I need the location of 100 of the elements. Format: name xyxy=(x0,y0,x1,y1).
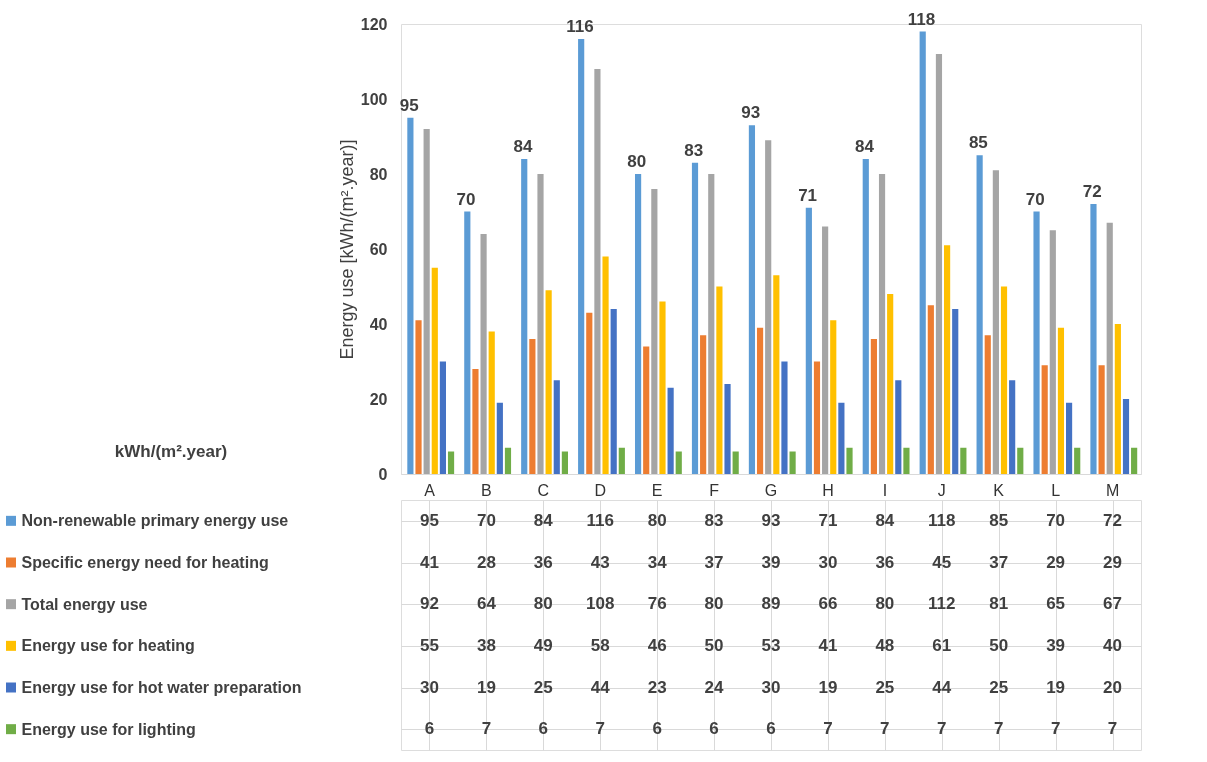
bar xyxy=(529,339,536,474)
data-label: 67 xyxy=(1103,594,1122,614)
data-label: 30 xyxy=(420,677,439,697)
bar xyxy=(716,286,723,474)
data-label: 7 xyxy=(481,719,492,739)
data-label: 70 xyxy=(1046,510,1066,530)
bar xyxy=(830,320,837,474)
y-tick-label: 0 xyxy=(378,465,388,483)
data-label: 7 xyxy=(937,719,947,739)
data-label: 30 xyxy=(761,677,781,697)
data-label: 37 xyxy=(704,552,724,572)
data-label: 48 xyxy=(875,635,895,655)
bar xyxy=(553,380,560,474)
data-label: 19 xyxy=(476,677,496,697)
x-tick-label: K xyxy=(993,481,1005,499)
legend-label: Specific energy need for heating xyxy=(21,554,269,571)
bar xyxy=(651,189,658,474)
data-label: 6 xyxy=(766,719,776,739)
y-tick-label: 120 xyxy=(360,15,388,33)
bar xyxy=(618,447,625,474)
legend-label: Non-renewable primary energy use xyxy=(21,512,289,530)
data-label: 92 xyxy=(420,594,439,614)
bar xyxy=(1041,365,1048,474)
data-label: 19 xyxy=(818,677,838,697)
data-label: 89 xyxy=(761,594,781,614)
bar xyxy=(610,309,617,474)
y-axis-title: Energy use [kWh/(m².year)] xyxy=(336,139,357,360)
y-tick-label: 60 xyxy=(369,240,388,258)
data-label: 50 xyxy=(704,635,724,655)
data-label: 41 xyxy=(420,552,439,572)
bar xyxy=(846,447,853,474)
data-label: 50 xyxy=(989,635,1009,655)
data-label: 72 xyxy=(1103,510,1122,530)
annotation: 70 xyxy=(1025,189,1045,209)
annotation: 70 xyxy=(456,189,476,209)
bar xyxy=(447,451,455,474)
data-label: 93 xyxy=(761,510,781,530)
legend-label: Total energy use xyxy=(21,595,148,613)
bar xyxy=(984,335,991,474)
data-label: 19 xyxy=(1046,677,1066,697)
bar xyxy=(667,387,674,474)
bar xyxy=(895,380,902,474)
bar xyxy=(594,69,601,474)
annotation: 118 xyxy=(907,9,936,29)
x-tick-label: C xyxy=(537,481,550,499)
data-label: 61 xyxy=(932,635,952,655)
y-tick-label: 100 xyxy=(360,90,388,108)
bar xyxy=(1074,447,1081,474)
bar xyxy=(439,361,447,474)
data-label: 36 xyxy=(875,552,895,572)
bar xyxy=(561,451,568,474)
data-label: 44 xyxy=(590,677,611,697)
text: kWh/(m².year) xyxy=(114,442,228,461)
bar xyxy=(1000,286,1008,474)
bar xyxy=(431,267,438,474)
bar xyxy=(659,301,666,474)
annotation: 95 xyxy=(399,95,419,115)
data-label: 7 xyxy=(1050,719,1061,739)
data-label: 6 xyxy=(424,719,435,739)
data-label: 38 xyxy=(476,635,496,655)
data-label: 112 xyxy=(928,594,956,614)
x-tick-label: B xyxy=(481,481,492,499)
data-label: 20 xyxy=(1103,677,1122,697)
data-label: 40 xyxy=(1103,635,1122,655)
data-label: 70 xyxy=(476,510,496,530)
data-label: 80 xyxy=(875,594,895,614)
data-label: 29 xyxy=(1046,552,1066,572)
bar xyxy=(992,170,999,474)
bar xyxy=(537,174,544,474)
annotation: 84 xyxy=(513,137,533,156)
data-label: 30 xyxy=(818,552,838,572)
data-label: 84 xyxy=(533,510,554,530)
x-tick-label: I xyxy=(882,481,888,499)
bar xyxy=(1049,230,1056,474)
bar xyxy=(935,54,943,474)
data-label: 65 xyxy=(1046,594,1066,614)
bar xyxy=(1057,327,1065,474)
data-label: 7 xyxy=(880,719,890,739)
bar xyxy=(1065,402,1073,474)
bar xyxy=(407,117,414,474)
x-tick-label: E xyxy=(651,481,663,499)
bar xyxy=(423,129,430,474)
bar xyxy=(488,331,495,474)
bar xyxy=(700,335,707,474)
data-label: 53 xyxy=(761,635,781,655)
bar xyxy=(1033,211,1040,474)
bar xyxy=(634,174,642,474)
bar xyxy=(1009,380,1016,474)
annotation: 80 xyxy=(627,152,647,171)
x-tick-label: G xyxy=(764,481,778,499)
data-label: 95 xyxy=(420,510,439,530)
bar xyxy=(708,174,715,474)
bar xyxy=(773,275,780,474)
bar xyxy=(919,31,926,474)
data-label: 80 xyxy=(533,594,553,614)
data-label: 80 xyxy=(704,594,724,614)
data-label: 45 xyxy=(932,552,952,572)
data-label: 6 xyxy=(709,719,719,739)
bar xyxy=(545,290,552,474)
data-label: 24 xyxy=(704,677,725,697)
